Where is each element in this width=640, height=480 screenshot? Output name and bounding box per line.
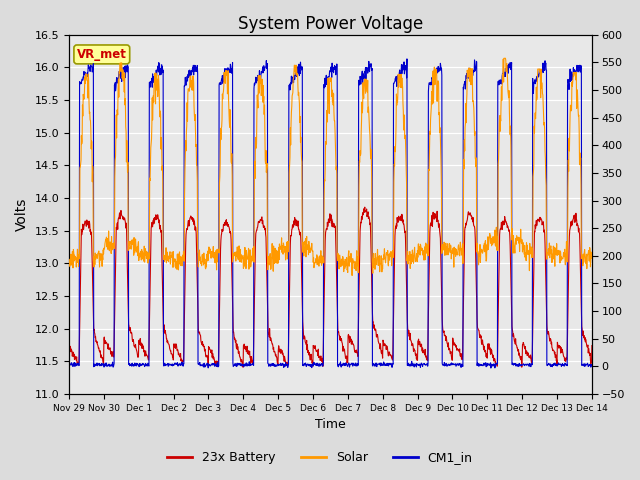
- Legend: 23x Battery, Solar, CM1_in: 23x Battery, Solar, CM1_in: [163, 446, 477, 469]
- X-axis label: Time: Time: [315, 419, 346, 432]
- Text: VR_met: VR_met: [77, 48, 127, 61]
- Y-axis label: Volts: Volts: [15, 198, 29, 231]
- Title: System Power Voltage: System Power Voltage: [238, 15, 423, 33]
